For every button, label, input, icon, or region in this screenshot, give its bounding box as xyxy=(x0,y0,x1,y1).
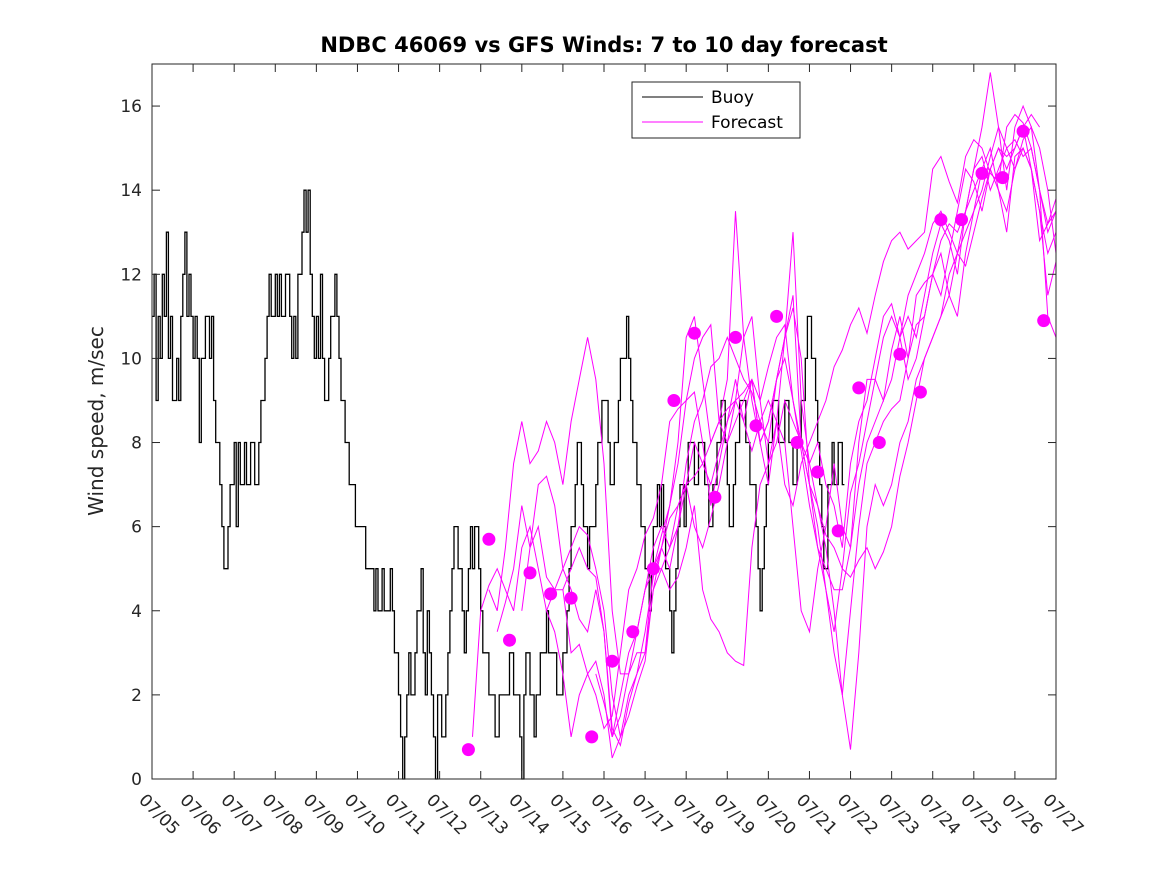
forecast-point xyxy=(893,347,907,361)
y-tick-label: 16 xyxy=(120,97,142,117)
forecast-point xyxy=(708,490,722,504)
forecast-point xyxy=(770,309,784,323)
chart-title: NDBC 46069 vs GFS Winds: 7 to 10 day for… xyxy=(320,33,887,57)
forecast-point xyxy=(1016,124,1030,138)
forecast-point xyxy=(687,326,701,340)
y-axis-ticks: 0 2 4 6 8 10 12 14 16 xyxy=(120,97,1056,790)
plot-area xyxy=(152,64,1056,779)
legend-forecast-label: Forecast xyxy=(711,113,783,133)
forecast-point xyxy=(996,171,1010,185)
forecast-point xyxy=(831,524,845,538)
forecast-point xyxy=(934,213,948,227)
forecast-run-line xyxy=(562,125,1057,750)
forecast-point xyxy=(729,330,742,344)
legend: Buoy Forecast xyxy=(631,81,801,139)
forecast-point xyxy=(975,166,989,180)
forecast-point xyxy=(544,587,558,601)
forecast-point xyxy=(811,465,825,479)
forecast-point xyxy=(872,436,886,449)
forecast-point xyxy=(461,743,475,757)
forecast-point xyxy=(667,394,681,407)
forecast-run-line xyxy=(644,113,1041,667)
forecast-run-line xyxy=(546,72,1057,759)
y-tick-label: 14 xyxy=(120,181,142,201)
y-axis-label: Wind speed, m/sec xyxy=(84,326,108,516)
forecast-point xyxy=(913,385,927,399)
y-tick-label: 4 xyxy=(131,602,142,622)
forecast-point xyxy=(523,566,537,580)
buoy-series-layer xyxy=(152,189,845,780)
forecast-point xyxy=(564,591,578,605)
y-tick-label: 8 xyxy=(131,434,142,454)
forecast-point xyxy=(852,381,866,395)
forecast-point xyxy=(585,730,599,744)
forecast-point xyxy=(749,419,763,433)
buoy-series-line xyxy=(152,189,845,780)
forecast-point xyxy=(790,436,804,449)
forecast-point xyxy=(605,654,619,668)
forecast-point xyxy=(503,633,516,647)
forecast-run-line xyxy=(472,113,1057,737)
forecast-point xyxy=(646,562,660,576)
y-tick-label: 10 xyxy=(120,349,142,369)
y-tick-label: 2 xyxy=(131,686,142,706)
forecast-point xyxy=(482,532,496,546)
forecast-point xyxy=(955,213,968,227)
legend-buoy-label: Buoy xyxy=(711,88,754,108)
legend-box xyxy=(631,81,801,139)
forecast-point xyxy=(626,625,640,639)
y-tick-label: 6 xyxy=(131,518,142,538)
forecast-points-layer xyxy=(461,124,1051,757)
forecast-point xyxy=(1037,314,1051,328)
y-tick-label: 0 xyxy=(131,770,142,790)
forecast-series-layer xyxy=(472,72,1057,759)
forecast-run-line xyxy=(521,125,1057,739)
y-tick-label: 12 xyxy=(120,265,142,285)
